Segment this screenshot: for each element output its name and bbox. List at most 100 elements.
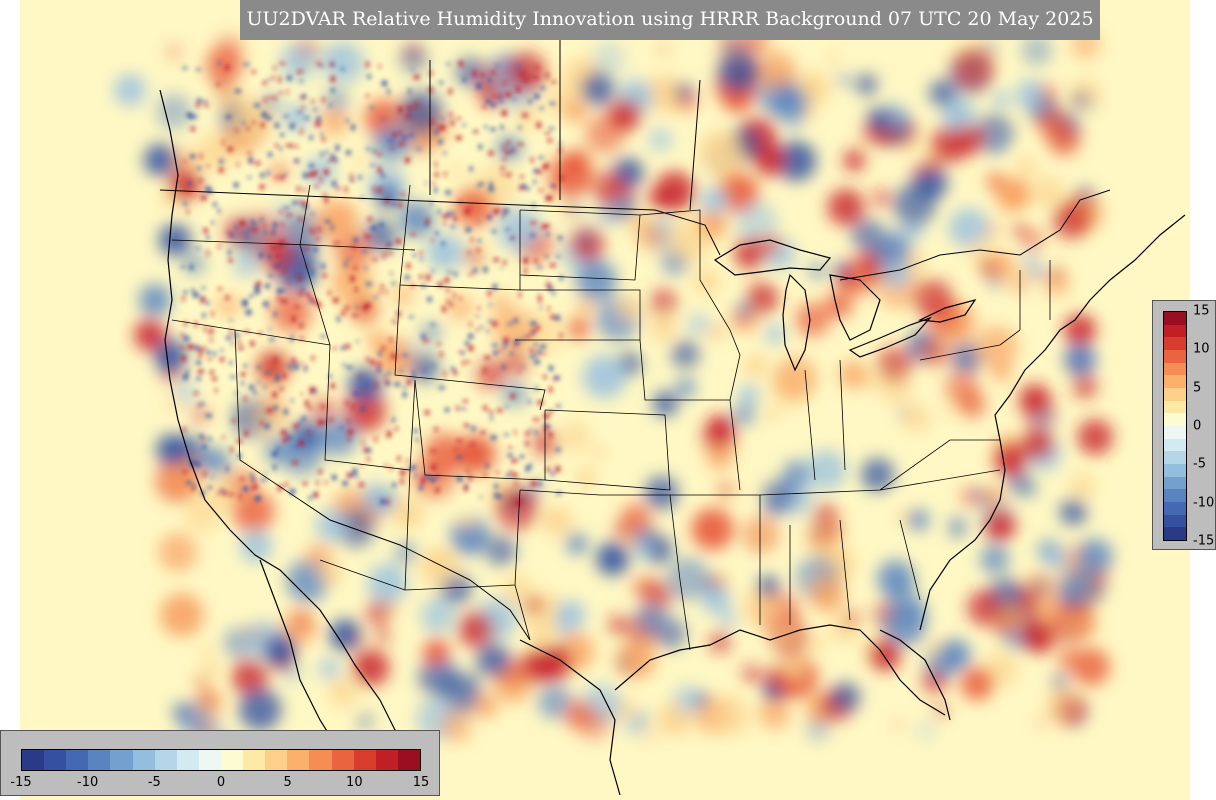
field-speckle — [413, 74, 420, 80]
field-speckle — [205, 413, 212, 418]
field-speckle — [490, 127, 496, 131]
field-speckle — [419, 251, 423, 255]
field-blob — [393, 286, 413, 306]
field-speckle — [297, 421, 302, 426]
field-speckle — [380, 498, 386, 505]
field-speckle — [218, 61, 221, 65]
field-speckle — [501, 213, 505, 219]
field-speckle — [376, 368, 382, 373]
field-speckle — [235, 225, 238, 230]
field-speckle — [351, 178, 354, 183]
field-speckle — [204, 104, 209, 107]
field-speckle — [191, 288, 195, 292]
innovation-field — [114, 25, 1114, 750]
field-speckle — [248, 227, 253, 231]
field-speckle — [467, 425, 471, 428]
field-blob — [609, 99, 641, 131]
field-speckle — [362, 304, 368, 311]
field-speckle — [478, 144, 483, 150]
field-blob — [762, 479, 796, 513]
field-speckle — [489, 303, 492, 307]
field-blob — [809, 576, 846, 613]
field-speckle — [364, 266, 367, 270]
field-speckle — [208, 436, 212, 441]
field-speckle — [513, 483, 519, 486]
field-speckle — [488, 150, 494, 156]
field-speckle — [520, 184, 527, 188]
field-speckle — [456, 455, 463, 459]
field-speckle — [380, 284, 385, 289]
field-speckle — [543, 413, 550, 419]
colorbar-swatch — [1164, 438, 1186, 452]
field-speckle — [537, 349, 541, 355]
field-blob — [114, 74, 146, 106]
field-speckle — [290, 358, 296, 364]
field-blob — [883, 603, 927, 646]
field-blob — [927, 161, 940, 174]
field-speckle — [470, 237, 474, 242]
colorbar-swatch — [1164, 312, 1186, 325]
field-speckle — [548, 127, 555, 130]
field-speckle — [196, 461, 201, 466]
field-speckle — [374, 383, 378, 388]
field-speckle — [533, 418, 540, 421]
field-speckle — [197, 98, 202, 104]
colorbar-swatch — [353, 750, 376, 770]
field-speckle — [350, 405, 356, 408]
field-speckle — [346, 472, 351, 478]
field-blob — [757, 575, 779, 598]
field-speckle — [429, 71, 433, 76]
field-speckle — [456, 439, 462, 443]
field-speckle — [360, 407, 365, 412]
field-speckle — [522, 113, 528, 118]
field-speckle — [238, 346, 244, 350]
field-speckle — [551, 292, 556, 295]
field-speckle — [397, 203, 403, 208]
field-speckle — [546, 282, 551, 288]
field-speckle — [241, 380, 244, 386]
field-speckle — [239, 220, 246, 226]
field-speckle — [280, 430, 287, 436]
field-speckle — [272, 264, 277, 267]
field-speckle — [330, 76, 336, 82]
field-blob — [164, 459, 202, 496]
field-blob — [229, 469, 254, 494]
field-speckle — [287, 435, 292, 441]
field-speckle — [518, 370, 521, 374]
field-speckle — [270, 407, 273, 413]
field-speckle — [479, 326, 483, 329]
field-speckle — [305, 246, 309, 251]
field-blob — [734, 237, 766, 270]
field-speckle — [419, 274, 423, 280]
field-speckle — [306, 264, 309, 268]
field-blob — [495, 486, 540, 531]
field-speckle — [446, 211, 452, 217]
field-speckle — [186, 208, 189, 215]
field-speckle — [523, 257, 528, 264]
field-speckle — [365, 235, 368, 240]
field-speckle — [266, 78, 270, 81]
field-speckle — [298, 442, 305, 446]
field-blob — [490, 293, 511, 314]
field-blob — [843, 149, 866, 172]
field-speckle — [291, 316, 296, 322]
field-speckle — [183, 470, 187, 474]
field-blob — [666, 557, 710, 601]
field-speckle — [365, 61, 369, 68]
field-speckle — [468, 475, 473, 481]
field-speckle — [304, 366, 308, 369]
field-speckle — [379, 223, 385, 228]
field-speckle — [507, 453, 513, 458]
field-speckle — [444, 277, 450, 283]
field-speckle — [488, 187, 495, 192]
field-speckle — [407, 106, 413, 111]
field-blob — [866, 107, 891, 132]
field-blob — [633, 541, 651, 559]
field-speckle — [539, 306, 543, 309]
field-speckle — [483, 266, 488, 273]
field-blob — [1077, 419, 1114, 455]
field-speckle — [531, 332, 535, 336]
field-blob — [671, 339, 700, 369]
field-speckle — [273, 357, 278, 360]
field-speckle — [456, 476, 463, 482]
